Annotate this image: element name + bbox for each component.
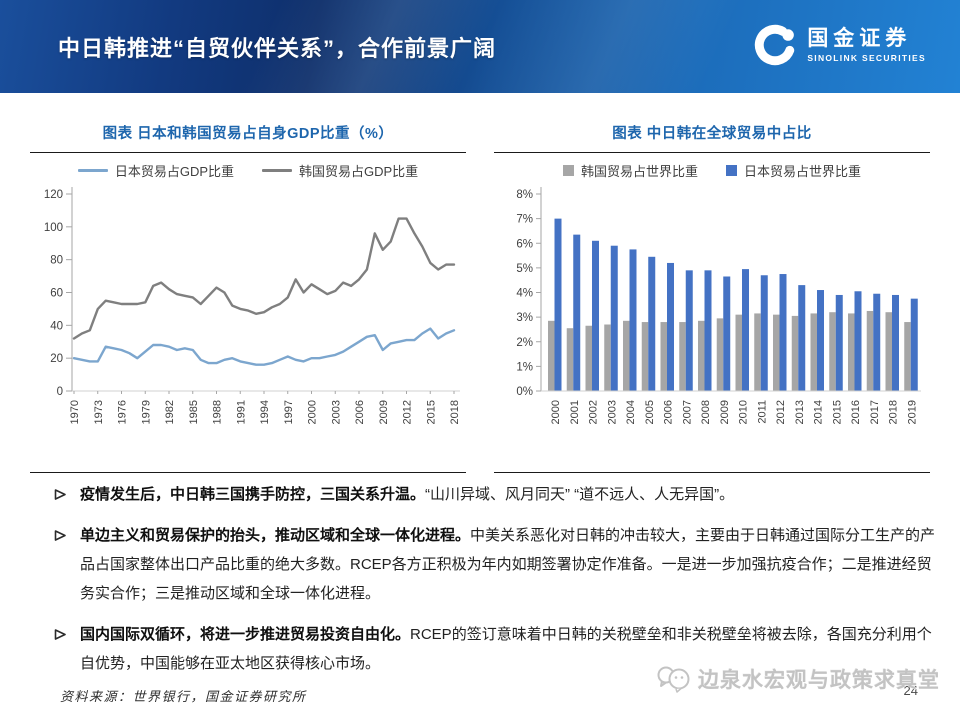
- japan-bar-swatch: [726, 165, 737, 176]
- svg-text:1997: 1997: [283, 400, 295, 424]
- watermark-text: 边泉水宏观与政策求真堂: [698, 669, 940, 692]
- svg-text:1988: 1988: [212, 400, 224, 424]
- line-chart-box: 日本贸易占GDP比重 韩国贸易占GDP比重 0 20 40 60 80 100 120 197…: [30, 152, 466, 473]
- svg-text:2005: 2005: [644, 400, 656, 424]
- legend-item-korea-world: 韩国贸易占世界比重: [562, 161, 698, 180]
- korea-bar-swatch: [562, 165, 574, 176]
- svg-text:2003: 2003: [606, 400, 618, 424]
- slide-title: 中日韩推进“自贸伙伴关系”，合作前景广阔: [58, 36, 497, 61]
- svg-text:2016: 2016: [850, 400, 862, 424]
- svg-text:1994: 1994: [259, 400, 271, 424]
- source-note: 资料来源：世界银行，国金证券研究所: [60, 689, 307, 704]
- svg-text:8%: 8%: [516, 189, 533, 201]
- svg-text:0: 0: [57, 386, 63, 398]
- arrow-bullet-icon: [54, 489, 66, 500]
- svg-text:2013: 2013: [794, 400, 806, 424]
- bullet-item-3: 国内国际双循环，将进一步推进贸易投资自由化。RCEP的签订意味着中日韩的关税壁垒…: [54, 620, 936, 678]
- line-chart-section: 图表 日本和韩国贸易占自身GDP比重（%） 日本贸易占GDP比重 韩国贸易占GD…: [30, 122, 466, 473]
- svg-text:2010: 2010: [738, 400, 750, 424]
- svg-text:1973: 1973: [93, 400, 105, 424]
- svg-text:2009: 2009: [719, 400, 731, 424]
- bullet-list: 疫情发生后，中日韩三国携手防控，三国关系升温。“山川异域、风月同天” “道不远人…: [54, 480, 936, 690]
- svg-text:3%: 3%: [516, 312, 533, 324]
- japan-line-swatch: [77, 169, 108, 172]
- svg-text:1979: 1979: [140, 400, 152, 424]
- svg-text:2007: 2007: [681, 400, 693, 424]
- line-chart-svg: 0 20 40 60 80 100 120 1970 1973 1976 1979 1982 1985 1…: [44, 187, 461, 424]
- svg-text:2006: 2006: [663, 400, 675, 424]
- svg-text:0%: 0%: [516, 386, 533, 398]
- sinolink-logo: 国金证券 SINOLINK SECURITIES: [753, 23, 926, 67]
- bar-chart-title: 图表 中日韩在全球贸易中占比: [612, 126, 812, 142]
- svg-text:2006: 2006: [354, 400, 366, 424]
- svg-text:2011: 2011: [756, 400, 768, 424]
- bar-chart-section: 图表 中日韩在全球贸易中占比 韩国贸易占世界比重 日本贸易占世界比重 0% 1% 2…: [494, 122, 930, 473]
- legend-label-japan-world: 日本贸易占世界比重: [744, 164, 862, 179]
- korea-line-swatch: [262, 169, 292, 172]
- svg-text:2017: 2017: [869, 400, 881, 424]
- svg-text:2018: 2018: [888, 400, 900, 424]
- svg-text:80: 80: [50, 255, 63, 267]
- svg-text:6%: 6%: [516, 238, 533, 250]
- svg-text:2015: 2015: [425, 400, 437, 424]
- header-banner: 中日韩推进“自贸伙伴关系”，合作前景广阔 国金证券 SINOLINK SECUR…: [0, 0, 960, 93]
- bar-chart-svg: 0% 1% 2% 3% 4% 5% 6% 7% 8% 2000 2001 2002 2003 2004 20…: [516, 187, 921, 424]
- svg-text:5%: 5%: [516, 263, 533, 275]
- svg-text:1982: 1982: [164, 400, 176, 424]
- svg-text:2009: 2009: [378, 400, 390, 424]
- page-number: 24: [903, 683, 918, 698]
- line-chart-legend: 日本贸易占GDP比重 韩国贸易占GDP比重: [30, 161, 466, 180]
- arrow-bullet-icon: [54, 530, 66, 541]
- svg-text:7%: 7%: [516, 214, 533, 226]
- svg-text:60: 60: [50, 288, 63, 300]
- bullet-text-2: 单边主义和贸易保护的抬头，推动区域和全球一体化进程。中美关系恶化对日韩的冲击较大…: [80, 527, 936, 602]
- legend-item-korea-gdp: 韩国贸易占GDP比重: [262, 161, 418, 180]
- svg-text:2014: 2014: [813, 400, 825, 424]
- svg-text:1970: 1970: [69, 400, 81, 424]
- watermark-chat-bubbles-icon: [657, 666, 690, 693]
- arrow-bullet-icon: [54, 629, 66, 640]
- legend-label-korea-world: 韩国贸易占世界比重: [580, 164, 698, 179]
- legend-label-korea-gdp: 韩国贸易占GDP比重: [299, 164, 419, 179]
- svg-text:2003: 2003: [330, 400, 342, 424]
- svg-text:4%: 4%: [516, 288, 533, 300]
- charts-row: 图表 日本和韩国贸易占自身GDP比重（%） 日本贸易占GDP比重 韩国贸易占GD…: [0, 122, 960, 473]
- line-chart-title: 图表 日本和韩国贸易占自身GDP比重（%）: [102, 126, 394, 142]
- svg-text:2%: 2%: [516, 337, 533, 349]
- svg-text:2000: 2000: [307, 400, 319, 424]
- svg-text:2008: 2008: [700, 400, 712, 424]
- svg-text:2018: 2018: [449, 400, 461, 424]
- bullet-item-2: 单边主义和贸易保护的抬头，推动区域和全球一体化进程。中美关系恶化对日韩的冲击较大…: [54, 521, 936, 608]
- sinolink-logo-icon: [755, 24, 795, 66]
- watermark: 边泉水宏观与政策求真堂: [656, 664, 940, 694]
- svg-text:2019: 2019: [906, 400, 918, 424]
- bullet-text-1: 疫情发生后，中日韩三国携手防控，三国关系升温。“山川异域、风月同天” “道不远人…: [80, 486, 735, 503]
- svg-text:1991: 1991: [235, 400, 247, 424]
- svg-text:2000: 2000: [550, 400, 562, 424]
- svg-text:2004: 2004: [625, 400, 637, 424]
- logo-name-en: SINOLINK SECURITIES: [807, 53, 926, 63]
- svg-text:120: 120: [44, 189, 63, 201]
- svg-text:1%: 1%: [516, 361, 533, 373]
- logo-text: 国金证券 SINOLINK SECURITIES: [807, 27, 926, 63]
- bar-chart-legend: 韩国贸易占世界比重 日本贸易占世界比重: [494, 161, 930, 180]
- svg-text:1976: 1976: [117, 400, 129, 424]
- svg-text:1985: 1985: [188, 400, 200, 424]
- svg-text:2001: 2001: [569, 400, 581, 424]
- svg-text:2015: 2015: [831, 400, 843, 424]
- bar-chart-box: 韩国贸易占世界比重 日本贸易占世界比重 0% 1% 2% 3% 4% 5% 6% 7% 8% 20…: [494, 152, 930, 473]
- bullet-text-3: 国内国际双循环，将进一步推进贸易投资自由化。RCEP的签订意味着中日韩的关税壁垒…: [80, 626, 932, 672]
- legend-label-japan-gdp: 日本贸易占GDP比重: [114, 164, 234, 179]
- svg-text:2002: 2002: [588, 400, 600, 424]
- bullet-item-1: 疫情发生后，中日韩三国携手防控，三国关系升温。“山川异域、风月同天” “道不远人…: [54, 480, 936, 509]
- svg-text:2012: 2012: [402, 400, 414, 424]
- logo-name-cn: 国金证券: [807, 27, 912, 50]
- svg-text:40: 40: [50, 320, 63, 332]
- svg-text:20: 20: [50, 353, 63, 365]
- svg-text:100: 100: [44, 222, 63, 234]
- legend-item-japan-gdp: 日本贸易占GDP比重: [77, 161, 234, 180]
- svg-text:2012: 2012: [775, 400, 787, 424]
- legend-item-japan-world: 日本贸易占世界比重: [726, 161, 861, 180]
